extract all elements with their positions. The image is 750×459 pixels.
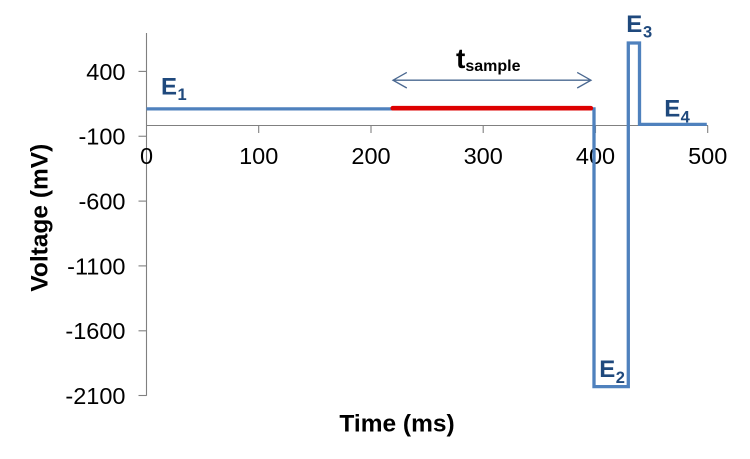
svg-text:0: 0	[140, 143, 153, 169]
svg-text:-100: -100	[78, 124, 125, 150]
svg-text:200: 200	[351, 143, 390, 169]
svg-text:-1100: -1100	[67, 253, 125, 279]
svg-text:E3: E3	[626, 11, 652, 41]
svg-text:Time (ms): Time (ms)	[339, 410, 454, 437]
svg-text:300: 300	[464, 143, 503, 169]
svg-text:400: 400	[86, 59, 125, 85]
svg-text:100: 100	[239, 143, 278, 169]
svg-text:-1600: -1600	[65, 318, 125, 344]
svg-text:E1: E1	[161, 73, 187, 104]
svg-text:Voltage (mV): Voltage (mV)	[26, 144, 53, 292]
svg-text:-600: -600	[78, 189, 125, 215]
svg-text:500: 500	[688, 143, 727, 169]
svg-text:tsample: tsample	[456, 43, 521, 75]
svg-text:-2100: -2100	[65, 383, 125, 409]
svg-text:E2: E2	[599, 356, 625, 387]
svg-text:E4: E4	[664, 96, 690, 127]
